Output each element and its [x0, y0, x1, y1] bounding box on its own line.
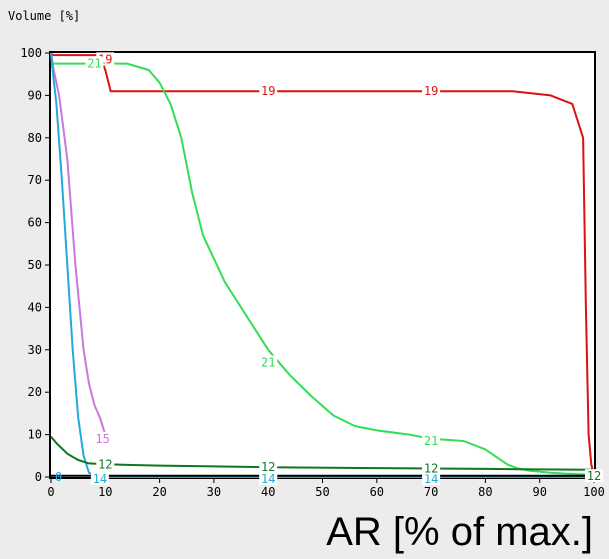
y-tick-label: 30 — [28, 343, 42, 357]
curve-label-12: 12 — [587, 469, 601, 483]
curve-label-21: 21 — [87, 57, 101, 71]
x-tick-label: 100 — [583, 485, 605, 499]
curve-label-bg — [85, 56, 104, 70]
y-axis-ticks: 0 10 20 30 40 50 60 70 80 90 100 — [20, 46, 51, 484]
plot-area — [49, 51, 596, 479]
curve-label-14: 14 — [261, 472, 275, 486]
curve-label-12: 12 — [261, 460, 275, 474]
series-line-12 — [50, 436, 595, 471]
curve-label-bg — [422, 84, 441, 98]
curve-label-bg — [422, 433, 441, 447]
curve-label-bg — [259, 355, 278, 369]
curve-label-bg — [422, 472, 441, 486]
x-tick-label: 10 — [98, 485, 112, 499]
curve-label-origin: 0 — [55, 470, 62, 484]
curve-label-12: 12 — [98, 457, 112, 471]
x-tick-label: 70 — [424, 485, 438, 499]
curve-label-bg — [93, 431, 112, 445]
y-tick-label: 20 — [28, 385, 42, 399]
y-tick-label: 90 — [28, 88, 42, 102]
x-tick-label: 20 — [152, 485, 166, 499]
curve-label-14: 14 — [93, 472, 107, 486]
curve-label-14: 14 — [424, 472, 438, 486]
curve-label-bg — [96, 457, 115, 471]
y-tick-label: 10 — [28, 428, 42, 442]
curve-label-bg — [259, 84, 278, 98]
y-tick-label: 60 — [28, 216, 42, 230]
curve-label-bg — [259, 460, 278, 474]
y-tick-label: 80 — [28, 131, 42, 145]
series-line-21 — [50, 52, 595, 476]
y-axis-label: Volume [%] — [8, 9, 80, 23]
y-tick-label: 50 — [28, 258, 42, 272]
y-tick-label: 40 — [28, 300, 42, 314]
curve-label-bg — [259, 472, 278, 486]
curve-label-19: 19 — [424, 84, 438, 98]
x-tick-label: 30 — [207, 485, 221, 499]
x-tick-label: 50 — [315, 485, 329, 499]
x-tick-label: 90 — [532, 485, 546, 499]
curve-label-19: 19 — [261, 84, 275, 98]
x-axis-ticks: 0 10 20 30 40 50 60 70 80 90 100 — [47, 477, 605, 499]
series-line-15 — [50, 52, 107, 435]
x-tick-label: 40 — [261, 485, 275, 499]
y-tick-label: 100 — [20, 46, 42, 60]
curve-label-bg — [585, 469, 603, 483]
curve-label-bg — [422, 461, 441, 475]
x-tick-label: 80 — [478, 485, 492, 499]
x-tick-label: 0 — [47, 485, 54, 499]
curve-label-12: 12 — [424, 462, 438, 476]
x-tick-label: 60 — [370, 485, 384, 499]
x-axis-label: AR [% of max.] — [326, 510, 593, 554]
curve-label-21: 21 — [261, 356, 275, 370]
curve-label-15: 15 — [95, 432, 109, 446]
curve-label-21: 21 — [424, 434, 438, 448]
curve-label-bg — [90, 472, 109, 486]
y-tick-label: 0 — [35, 470, 42, 484]
y-tick-label: 70 — [28, 173, 42, 187]
